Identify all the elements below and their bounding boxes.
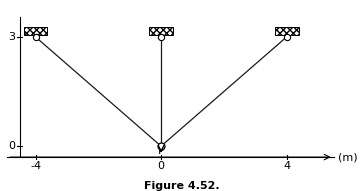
Bar [24,28,48,36]
Text: 0: 0 [8,141,15,151]
Text: 4: 4 [283,161,290,172]
Text: 0: 0 [158,161,164,172]
Text: (m): (m) [338,152,358,162]
Text: Figure 4.52.: Figure 4.52. [144,181,219,191]
Text: 3: 3 [8,32,15,42]
Text: P: P [158,146,164,156]
Text: -4: -4 [30,161,41,172]
Bar [149,28,173,36]
Bar [275,28,298,36]
